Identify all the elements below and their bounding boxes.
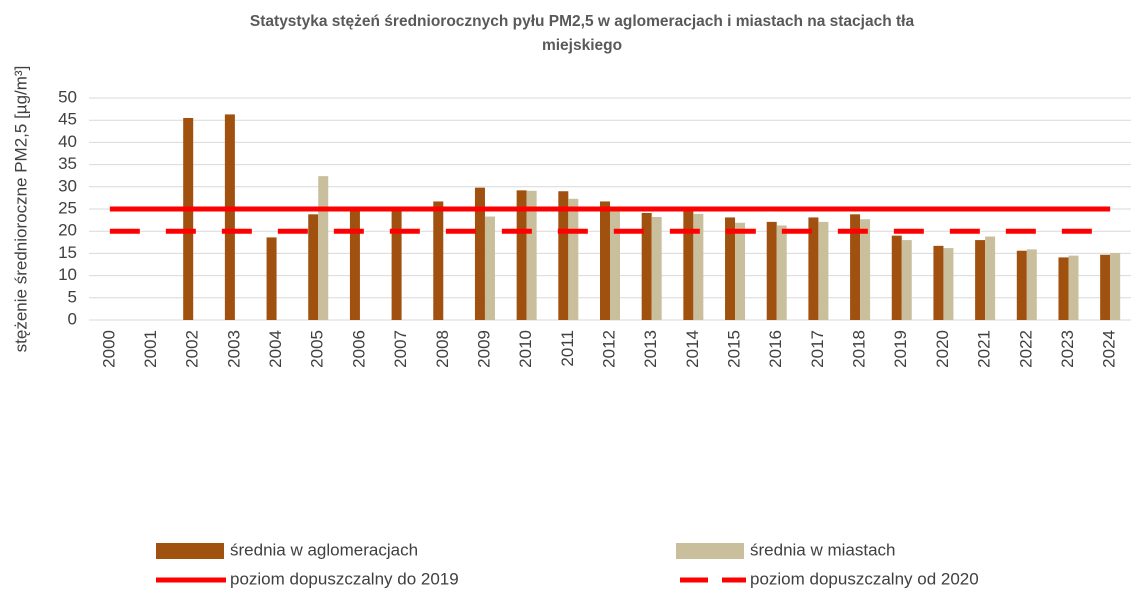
- legend-label: poziom dopuszczalny do 2019: [230, 569, 459, 588]
- y-tick-label: 0: [68, 309, 77, 328]
- bar: [651, 216, 662, 320]
- x-tick-label: 2006: [349, 330, 368, 368]
- x-tick-label: 2021: [975, 330, 994, 368]
- bar: [558, 191, 569, 320]
- y-tick-label: 30: [58, 176, 77, 195]
- bar: [1016, 250, 1027, 320]
- bar: [484, 216, 495, 320]
- bar: [516, 190, 527, 320]
- bar: [433, 201, 444, 320]
- y-tick-label: 40: [58, 132, 77, 151]
- bar: [943, 248, 954, 320]
- x-tick-label: 2017: [808, 330, 827, 368]
- bar: [349, 209, 360, 320]
- y-tick-label: 5: [68, 287, 77, 306]
- bar: [735, 222, 746, 320]
- bar: [1100, 254, 1111, 320]
- bar: [1110, 252, 1121, 320]
- y-tick-label: 35: [58, 154, 77, 173]
- bar: [985, 236, 996, 320]
- bar: [1026, 249, 1037, 320]
- bar: [776, 225, 787, 320]
- x-tick-label: 2001: [141, 330, 160, 368]
- bar: [224, 114, 235, 320]
- x-tick-label: 2019: [891, 330, 910, 368]
- bar: [308, 214, 319, 320]
- x-tick-label: 2002: [183, 330, 202, 368]
- x-tick-label: 2010: [516, 330, 535, 368]
- bar: [641, 212, 652, 320]
- x-tick-label: 2016: [766, 330, 785, 368]
- x-tick-label: 2015: [725, 330, 744, 368]
- legend-key: [676, 543, 744, 559]
- x-tick-label: 2012: [599, 330, 618, 368]
- bar: [766, 221, 777, 320]
- x-tick-label: 2024: [1100, 330, 1119, 368]
- y-tick-label: 20: [58, 221, 77, 240]
- bar: [391, 209, 402, 320]
- x-tick-label: 2004: [266, 330, 285, 368]
- bar: [901, 240, 912, 320]
- y-tick-label: 10: [58, 265, 77, 284]
- y-tick-label: 25: [58, 198, 77, 217]
- bar: [1068, 255, 1079, 320]
- bar: [891, 235, 902, 320]
- y-tick-label: 15: [58, 243, 77, 262]
- x-tick-label: 2023: [1058, 330, 1077, 368]
- bar: [860, 219, 871, 320]
- bar: [725, 217, 736, 320]
- bar: [818, 221, 829, 320]
- bar: [526, 190, 537, 320]
- legend-label: średnia w miastach: [750, 540, 896, 559]
- x-tick-label: 2007: [391, 330, 410, 368]
- x-tick-label: 2008: [433, 330, 452, 368]
- y-tick-label: 50: [58, 87, 77, 106]
- bar: [183, 117, 194, 320]
- legend-label: poziom dopuszczalny od 2020: [750, 569, 979, 588]
- chart-subtitle: miejskiego: [542, 37, 622, 54]
- x-tick-label: 2011: [558, 330, 577, 367]
- y-tick-label: 45: [58, 110, 77, 129]
- x-tick-label: 2009: [474, 330, 493, 368]
- bar: [693, 213, 704, 320]
- bar: [808, 217, 819, 320]
- y-axis-label: stężenie średnioroczne PM2,5 [µg/m³]: [11, 66, 30, 353]
- x-tick-label: 2003: [224, 330, 243, 368]
- x-tick-label: 2018: [850, 330, 869, 368]
- x-tick-label: 2020: [933, 330, 952, 368]
- chart-title: Statystyka stężeń średniorocznych pyłu P…: [250, 13, 915, 30]
- legend-key: [156, 543, 224, 559]
- bar: [1058, 257, 1069, 320]
- x-tick-label: 2000: [99, 330, 118, 368]
- x-tick-label: 2005: [308, 330, 327, 368]
- bar: [975, 240, 986, 320]
- bar: [266, 237, 277, 320]
- bar: [610, 210, 620, 320]
- bar: [318, 176, 329, 320]
- bar: [568, 198, 579, 320]
- bar: [850, 214, 861, 320]
- bar: [933, 245, 944, 320]
- legend-label: średnia w aglomeracjach: [230, 540, 418, 559]
- x-tick-label: 2014: [683, 330, 702, 368]
- bar: [683, 209, 694, 320]
- bar: [474, 187, 485, 320]
- bar: [600, 201, 610, 320]
- x-tick-label: 2022: [1016, 330, 1035, 368]
- x-tick-label: 2013: [641, 330, 660, 368]
